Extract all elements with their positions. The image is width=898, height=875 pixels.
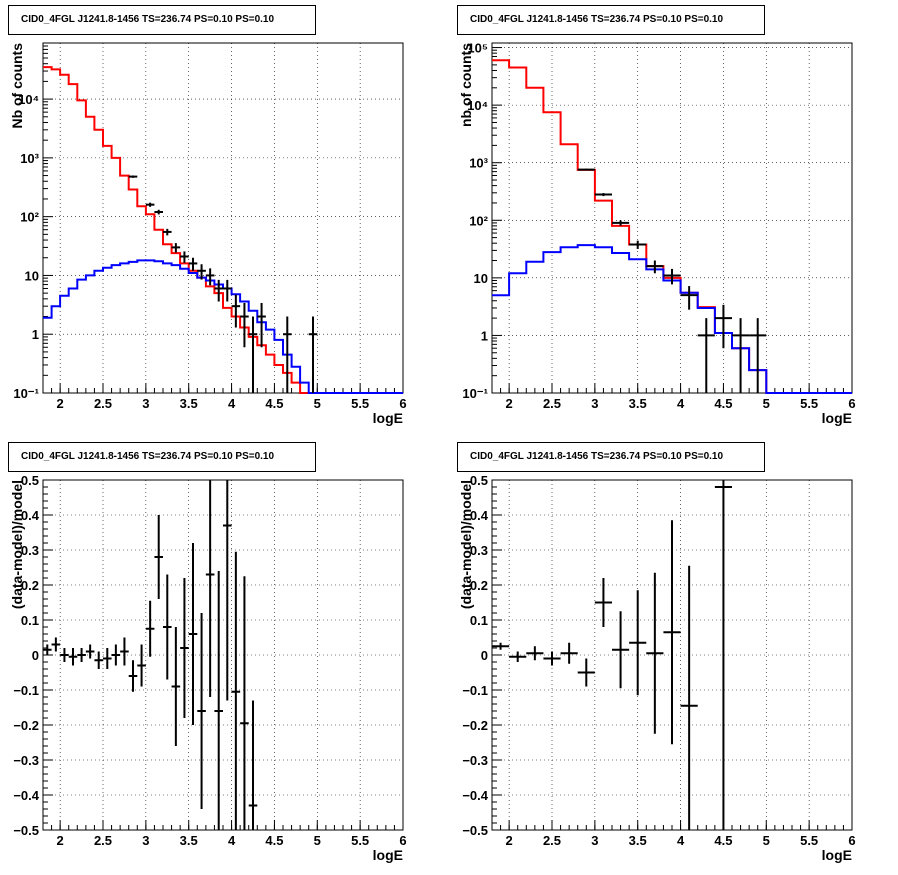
y-tick-label: −0.3 [462, 753, 488, 768]
x-axis-label: logE [373, 410, 403, 426]
x-tick-label: 5 [763, 833, 770, 848]
x-tick-label: 5.5 [351, 396, 369, 411]
x-tick-label: 5.5 [800, 396, 818, 411]
y-tick-label: 0.3 [470, 543, 488, 558]
y-tick-label: 10⁻¹ [13, 386, 39, 401]
y-tick-label: 10⁴ [18, 92, 39, 107]
chart-title: CID0_4FGL J1241.8-1456 TS=236.74 PS=0.10… [457, 442, 765, 472]
y-tick-label: 10³ [469, 156, 488, 171]
chart-title: CID0_4FGL J1241.8-1456 TS=236.74 PS=0.10… [8, 5, 316, 35]
x-tick-label: 2.5 [543, 396, 561, 411]
y-tick-label: 0.4 [21, 508, 40, 523]
y-tick-label: 0.2 [21, 578, 39, 593]
x-tick-label: 5.5 [800, 833, 818, 848]
x-tick-label: 5.5 [351, 833, 369, 848]
y-axis-label: (data-model)/model [458, 480, 474, 609]
y-tick-label: 0.2 [470, 578, 488, 593]
y-tick-label: 10 [25, 268, 39, 283]
x-tick-label: 5 [314, 833, 321, 848]
y-tick-label: 0.4 [470, 508, 489, 523]
y-tick-label: 10³ [20, 151, 39, 166]
x-tick-label: 4.5 [714, 833, 732, 848]
y-tick-label: −0.1 [13, 683, 39, 698]
residual-left-panel: CID0_4FGL J1241.8-1456 TS=236.74 PS=0.10… [0, 437, 449, 874]
chart-title: CID0_4FGL J1241.8-1456 TS=236.74 PS=0.10… [8, 442, 316, 472]
y-axis-label: (data-model)/model [9, 480, 25, 609]
x-axis-label: logE [822, 847, 852, 863]
y-tick-label: 0.5 [470, 473, 488, 488]
x-tick-label: 5 [763, 396, 770, 411]
spectrum-left-panel: CID0_4FGL J1241.8-1456 TS=236.74 PS=0.10… [0, 0, 449, 437]
x-tick-label: 2.5 [94, 396, 112, 411]
y-tick-label: 0 [32, 648, 39, 663]
x-tick-label: 2 [57, 396, 64, 411]
x-tick-label: 4.5 [265, 833, 283, 848]
x-axis-label: logE [373, 847, 403, 863]
y-tick-label: 10⁻¹ [462, 386, 488, 401]
y-tick-label: −0.2 [462, 718, 488, 733]
x-tick-label: 3.5 [629, 833, 647, 848]
spectrum-left-plot: 2 2.5 3 3.5 4 4.5 5 5.5 6 10⁻¹ 1 10 10² 10³ 10⁴ logE Nb … [9, 42, 407, 426]
x-tick-label: 2.5 [543, 833, 561, 848]
y-tick-label: 0 [481, 648, 488, 663]
x-tick-label: 4.5 [714, 396, 732, 411]
x-tick-label: 3.5 [180, 396, 198, 411]
x-tick-label: 4 [228, 396, 236, 411]
x-tick-label: 4 [677, 396, 685, 411]
x-axis-label: logE [822, 410, 852, 426]
x-tick-label: 3.5 [629, 396, 647, 411]
y-tick-label: 10² [469, 213, 488, 228]
model-source-line [43, 259, 403, 394]
y-tick-label: 0.1 [470, 613, 488, 628]
spectrum-right-plot: 2 2.5 3 3.5 4 4.5 5 5.5 6 10⁻¹ 1 10 10² 10³ 10⁴ 10⁵ logE… [458, 41, 856, 426]
y-axis-label: nb of counts [458, 43, 474, 127]
x-tick-label: 4 [677, 833, 685, 848]
y-tick-label: −0.4 [462, 788, 488, 803]
x-tick-label: 3 [142, 396, 149, 411]
y-tick-label: 0.5 [21, 473, 39, 488]
x-tick-label: 5 [314, 396, 321, 411]
x-tick-label: 3 [591, 833, 598, 848]
y-tick-label: −0.1 [462, 683, 488, 698]
y-tick-label: −0.5 [462, 823, 488, 838]
y-tick-label: −0.5 [13, 823, 39, 838]
residual-right-panel: CID0_4FGL J1241.8-1456 TS=236.74 PS=0.10… [449, 437, 898, 874]
residual-left-plot: 2 2.5 3 3.5 4 4.5 5 5.5 6 −0.5 −0.4 −0.3 −0.2 −0.1 0 0.… [9, 473, 407, 863]
x-tick-label: 3 [142, 833, 149, 848]
x-tick-label: 4.5 [265, 396, 283, 411]
x-tick-label: 6 [848, 833, 855, 848]
y-tick-label: 10⁵ [467, 41, 488, 56]
x-tick-label: 2 [506, 396, 513, 411]
x-tick-label: 4 [228, 833, 236, 848]
residual-right-plot: 2 2.5 3 3.5 4 4.5 5 5.5 6 −0.5 −0.4 −0.3 −0.2 −0.1 0 0.… [458, 473, 856, 863]
spectrum-right-panel: CID0_4FGL J1241.8-1456 TS=236.74 PS=0.10… [449, 0, 898, 437]
x-tick-label: 3 [591, 396, 598, 411]
y-tick-label: 10⁴ [467, 98, 488, 113]
y-tick-label: 10 [474, 271, 488, 286]
x-tick-label: 6 [848, 396, 855, 411]
y-tick-label: −0.4 [13, 788, 39, 803]
chart-title: CID0_4FGL J1241.8-1456 TS=236.74 PS=0.10… [457, 5, 765, 35]
y-tick-label: 1 [32, 327, 39, 342]
y-tick-label: 0.1 [21, 613, 39, 628]
x-tick-label: 2.5 [94, 833, 112, 848]
plot-frame [42, 42, 404, 394]
x-tick-label: 6 [399, 833, 406, 848]
x-tick-label: 2 [506, 833, 513, 848]
y-tick-label: 0.3 [21, 543, 39, 558]
x-tick-label: 2 [57, 833, 64, 848]
y-tick-label: 10² [20, 210, 39, 225]
y-axis-label: Nb of counts [9, 43, 25, 129]
x-tick-label: 3.5 [180, 833, 198, 848]
y-tick-label: −0.3 [13, 753, 39, 768]
y-tick-label: −0.2 [13, 718, 39, 733]
plot-frame [491, 42, 853, 394]
y-tick-label: 1 [481, 328, 488, 343]
x-tick-label: 6 [399, 396, 406, 411]
